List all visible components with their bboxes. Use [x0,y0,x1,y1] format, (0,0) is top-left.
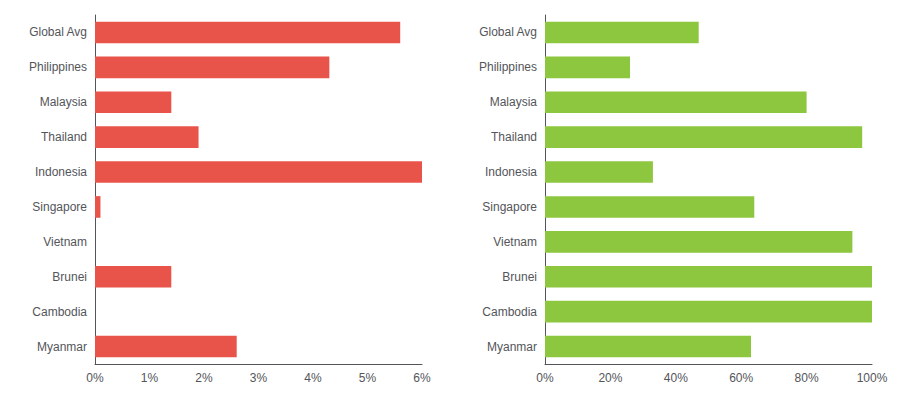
svg-text:60%: 60% [729,371,753,385]
svg-text:20%: 20% [598,371,622,385]
svg-text:Malaysia: Malaysia [40,95,88,109]
svg-text:Vietnam: Vietnam [43,235,87,249]
svg-text:Singapore: Singapore [482,200,537,214]
svg-text:1%: 1% [141,371,159,385]
svg-text:Myanmar: Myanmar [487,340,537,354]
svg-text:Singapore: Singapore [32,200,87,214]
svg-text:Philippines: Philippines [479,60,537,74]
svg-text:Vietnam: Vietnam [493,235,537,249]
svg-text:6%: 6% [413,371,431,385]
svg-text:4%: 4% [304,371,322,385]
svg-text:Cambodia: Cambodia [482,305,537,319]
svg-text:Philippines: Philippines [29,60,87,74]
svg-text:80%: 80% [795,371,819,385]
svg-text:0%: 0% [536,371,554,385]
svg-text:Thailand: Thailand [491,130,537,144]
svg-text:Brunei: Brunei [502,270,537,284]
svg-text:Brunei: Brunei [52,270,87,284]
svg-text:5%: 5% [359,371,377,385]
svg-text:3%: 3% [250,371,268,385]
svg-text:Myanmar: Myanmar [37,340,87,354]
svg-text:Global Avg: Global Avg [29,25,87,39]
svg-text:100%: 100% [857,371,888,385]
svg-text:Thailand: Thailand [41,130,87,144]
svg-text:Indonesia: Indonesia [35,165,87,179]
svg-text:Cambodia: Cambodia [32,305,87,319]
svg-text:Indonesia: Indonesia [485,165,537,179]
svg-text:40%: 40% [664,371,688,385]
svg-text:Global Avg: Global Avg [479,25,537,39]
svg-text:0%: 0% [86,371,104,385]
svg-text:Malaysia: Malaysia [490,95,538,109]
svg-text:2%: 2% [195,371,213,385]
